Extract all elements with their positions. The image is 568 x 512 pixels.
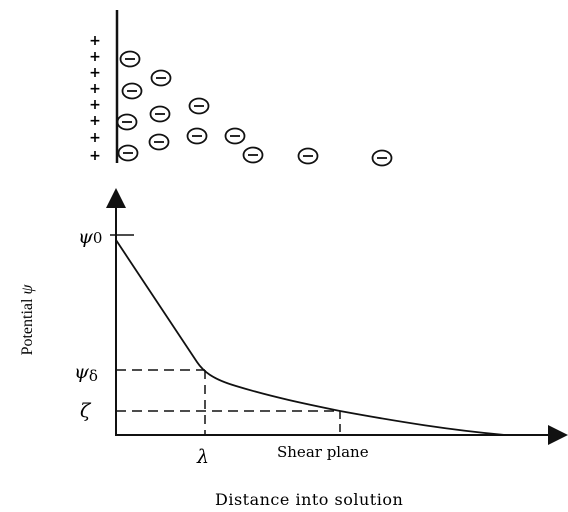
counter-ion — [149, 105, 171, 123]
y-axis-title: Potential ψ — [19, 284, 36, 356]
surface-charge-plus: + — [89, 130, 101, 146]
counter-ion — [224, 127, 246, 145]
surface-charge-plus: + — [89, 33, 101, 49]
surface-charges: ++++++++ — [89, 33, 101, 164]
surface-charge-plus: + — [89, 65, 101, 81]
surface-charge-plus: + — [89, 113, 101, 129]
counter-ion — [148, 133, 170, 151]
surface-charge-plus: + — [89, 49, 101, 65]
zeta-label: ζ — [80, 400, 92, 422]
potential-curve — [115, 239, 506, 436]
counter-ions — [116, 50, 393, 167]
counter-ion — [150, 69, 172, 87]
counter-ion — [186, 127, 208, 145]
counter-ion — [188, 97, 210, 115]
counter-ion — [242, 146, 264, 164]
surface-charge-plus: + — [89, 148, 101, 164]
x-axis-title: Distance into solution — [215, 490, 403, 509]
psi-delta-label: ψδ — [74, 361, 98, 385]
counter-ion — [121, 82, 143, 100]
surface-charge-plus: + — [89, 97, 101, 113]
psi0-label: ψ0 — [78, 226, 102, 248]
shear-plane-label: Shear plane — [277, 443, 369, 461]
counter-ion — [117, 144, 139, 162]
surface-charge-plus: + — [89, 81, 101, 97]
counter-ion — [116, 113, 138, 131]
counter-ion — [119, 50, 141, 68]
counter-ion — [297, 147, 319, 165]
lambda-label: λ — [196, 446, 209, 468]
counter-ion — [371, 149, 393, 167]
